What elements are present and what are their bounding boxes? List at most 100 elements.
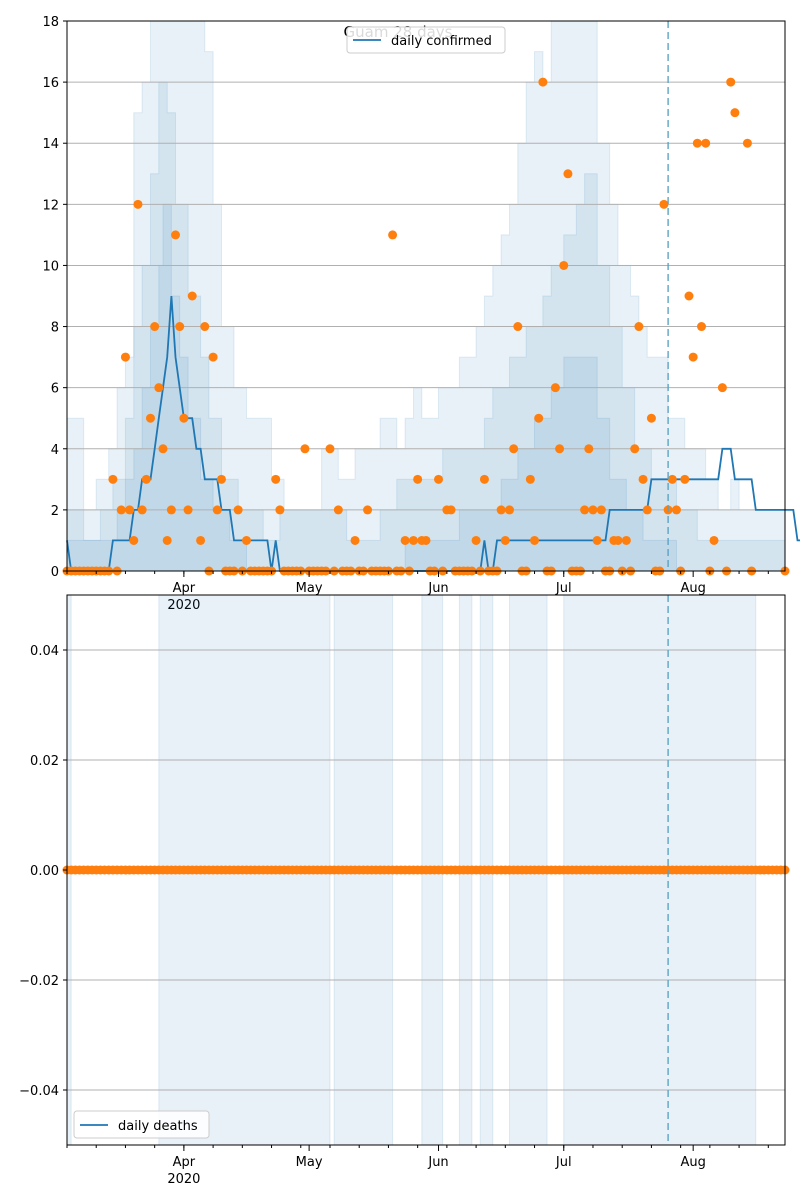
data-point: [584, 444, 594, 454]
data-point: [141, 474, 151, 484]
data-point: [408, 535, 418, 545]
data-point: [300, 444, 310, 454]
data-point: [634, 322, 644, 332]
data-point: [580, 505, 590, 515]
data-point: [175, 322, 185, 332]
data-point: [563, 169, 573, 179]
data-point: [363, 505, 373, 515]
data-point: [275, 505, 285, 515]
data-point: [183, 505, 193, 515]
x-tick-label: Aug: [680, 581, 705, 596]
data-point: [530, 535, 540, 545]
data-point: [242, 535, 251, 545]
legend-box: [346, 26, 506, 54]
y-tick-label: 10: [42, 259, 59, 274]
data-point: [208, 352, 218, 362]
x-tick-label: Apr: [173, 581, 196, 596]
data-point: [717, 383, 727, 393]
data-point: [525, 474, 535, 484]
data-point: [630, 444, 640, 454]
y-tick-label: −0.02: [19, 974, 59, 989]
data-point: [108, 474, 118, 484]
data-point: [166, 505, 176, 515]
data-point: [555, 444, 565, 454]
x-tick-label: Jul: [555, 581, 572, 596]
data-point: [509, 444, 519, 454]
data-point: [120, 352, 130, 362]
y-tick-label: 8: [51, 321, 59, 336]
y-tick-label: 2: [51, 504, 59, 519]
data-point: [667, 474, 677, 484]
data-point: [125, 505, 135, 515]
data-point: [742, 138, 752, 148]
x-tick-label: 2020: [167, 1172, 200, 1187]
data-point: [538, 77, 548, 87]
confirmed-y-axis: 0 2 4 6 8 10 12 14 16 18: [42, 15, 67, 580]
data-point: [434, 474, 444, 484]
x-tick-label: May: [296, 581, 323, 596]
data-point: [646, 413, 656, 423]
confirmed-x-axis: Apr 2020 May Jun Jul Aug: [66, 571, 769, 613]
data-point: [187, 291, 197, 301]
deaths-x-axis: Apr 2020 May Jun Jul Aug: [66, 1145, 769, 1187]
data-point: [621, 535, 631, 545]
data-point: [150, 322, 160, 332]
y-tick-label: 0.00: [30, 864, 59, 879]
legend-label: daily confirmed: [391, 34, 492, 49]
data-point: [513, 322, 523, 332]
confirmed-bands: [66, 20, 786, 572]
y-tick-label: −0.04: [19, 1084, 59, 1099]
data-point: [680, 474, 690, 484]
data-point: [550, 383, 560, 393]
data-point: [471, 535, 481, 545]
data-point: [692, 138, 702, 148]
data-point: [688, 352, 698, 362]
confirmed-points: [62, 77, 790, 576]
data-point: [271, 474, 281, 484]
x-tick-label: 2020: [167, 598, 200, 613]
data-point: [216, 474, 226, 484]
data-point: [659, 199, 669, 209]
data-point: [642, 505, 652, 515]
data-point: [592, 535, 602, 545]
data-point: [588, 505, 598, 515]
data-point: [504, 505, 514, 515]
data-point: [171, 230, 181, 240]
y-tick-label: 18: [42, 15, 59, 30]
data-point: [446, 505, 456, 515]
deaths-y-axis: −0.04 −0.02 0.00 0.02 0.04: [19, 644, 67, 1099]
y-tick-label: 4: [51, 443, 59, 458]
y-tick-label: 6: [51, 382, 59, 397]
data-point: [697, 322, 707, 332]
data-point: [638, 474, 648, 484]
data-point: [325, 444, 335, 454]
data-point: [500, 535, 510, 545]
data-point: [479, 474, 489, 484]
legend-label: daily deaths: [118, 1119, 198, 1134]
y-tick-label: 16: [42, 76, 59, 91]
x-tick-label: Apr: [173, 1155, 196, 1170]
data-point: [726, 77, 736, 87]
data-point: [413, 474, 423, 484]
data-point: [179, 413, 189, 423]
data-point: [116, 505, 126, 515]
data-point: [613, 535, 623, 545]
data-point: [162, 535, 172, 545]
data-point: [534, 413, 544, 423]
data-point: [129, 535, 139, 545]
data-point: [596, 505, 606, 515]
data-point: [421, 535, 431, 545]
data-point: [137, 505, 147, 515]
confirmed-axes-frame: [66, 20, 786, 572]
deaths-points: [62, 865, 790, 875]
x-tick-label: Jul: [555, 1155, 572, 1170]
data-point: [559, 260, 569, 270]
data-point: [196, 535, 206, 545]
data-point: [233, 505, 243, 515]
confirmed-legend: daily confirmed: [346, 26, 506, 54]
y-tick-label: 14: [42, 137, 59, 152]
data-point: [350, 535, 360, 545]
